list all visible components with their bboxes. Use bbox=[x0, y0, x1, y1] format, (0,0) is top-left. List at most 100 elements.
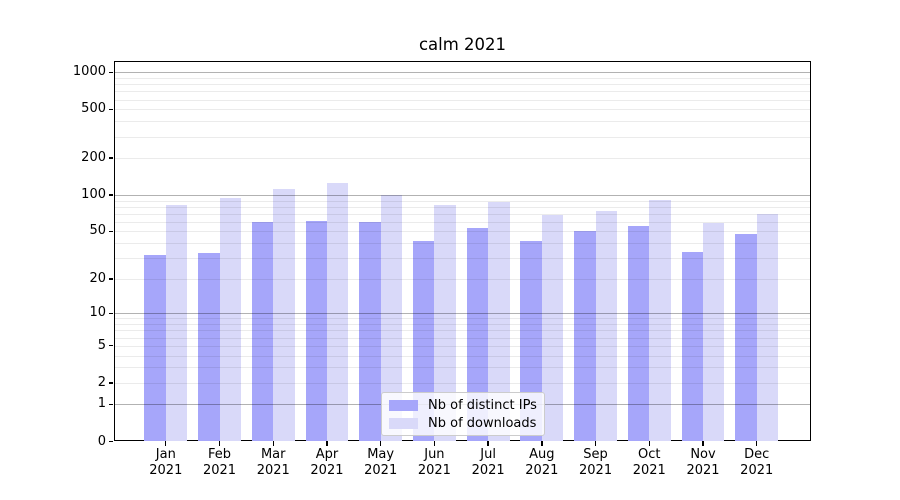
x-tick-mark bbox=[218, 441, 221, 446]
y-tick-label: 0 bbox=[97, 433, 106, 449]
legend: Nb of distinct IPs Nb of downloads bbox=[381, 392, 545, 436]
legend-swatch-distinct-ips-icon bbox=[389, 399, 418, 411]
bar-distinct-ips-jul-2021 bbox=[466, 228, 489, 441]
y-tick-label: 200 bbox=[81, 150, 106, 166]
y-tick-mark bbox=[109, 278, 113, 280]
gridline-minor bbox=[114, 382, 811, 384]
bar-downloads-nov-2021 bbox=[703, 222, 725, 441]
bar-downloads-aug-2021 bbox=[541, 214, 564, 441]
gridline-major bbox=[114, 72, 811, 74]
y-tick-label: 500 bbox=[81, 101, 106, 117]
x-tick-label-oct: Oct 2021 bbox=[632, 447, 666, 478]
y-tick-mark bbox=[109, 157, 113, 159]
gridline-minor bbox=[114, 121, 811, 123]
gridline-minor bbox=[114, 258, 811, 260]
gridline-minor bbox=[114, 99, 811, 101]
x-tick-label-nov: Nov 2021 bbox=[686, 447, 720, 478]
x-tick-label-sep: Sep 2021 bbox=[579, 447, 613, 478]
y-tick-label: 50 bbox=[89, 223, 106, 239]
y-tick-mark bbox=[109, 71, 113, 74]
y-tick-label: 2 bbox=[97, 374, 106, 390]
gridline-minor bbox=[114, 278, 811, 280]
bar-distinct-ips-jan-2021 bbox=[144, 254, 166, 441]
bar-distinct-ips-dec-2021 bbox=[735, 233, 757, 441]
bar-downloads-sep-2021 bbox=[595, 210, 617, 441]
y-tick-mark bbox=[109, 194, 113, 196]
x-tick-mark bbox=[594, 441, 597, 446]
gridline-minor bbox=[114, 78, 811, 80]
bar-downloads-may-2021 bbox=[380, 195, 403, 441]
y-tick-mark bbox=[109, 230, 113, 233]
gridline-minor bbox=[114, 231, 811, 233]
y-tick-mark bbox=[109, 403, 113, 406]
bar-downloads-oct-2021 bbox=[649, 199, 671, 441]
x-tick-mark bbox=[487, 441, 489, 446]
x-tick-label-apr: Apr 2021 bbox=[310, 447, 344, 478]
bar-distinct-ips-feb-2021 bbox=[198, 253, 220, 441]
gridline-minor bbox=[114, 91, 811, 93]
x-tick-mark bbox=[326, 441, 328, 446]
legend-item-downloads: Nb of downloads bbox=[389, 416, 537, 431]
gridline-minor bbox=[114, 213, 811, 215]
y-tick-mark bbox=[109, 312, 113, 315]
x-tick-label-aug: Aug 2021 bbox=[525, 447, 559, 478]
bar-downloads-jun-2021 bbox=[434, 205, 456, 441]
bar-downloads-feb-2021 bbox=[219, 197, 241, 441]
bar-downloads-jan-2021 bbox=[165, 205, 188, 441]
x-tick-mark bbox=[702, 441, 704, 446]
chart-title: calm 2021 bbox=[418, 35, 507, 54]
bar-downloads-mar-2021 bbox=[273, 188, 295, 441]
legend-item-distinct-ips: Nb of distinct IPs bbox=[389, 398, 537, 413]
bar-downloads-jul-2021 bbox=[488, 201, 510, 441]
x-tick-label-mar: Mar 2021 bbox=[256, 447, 290, 478]
gridline-minor bbox=[114, 318, 811, 320]
x-tick-label-dec: Dec 2021 bbox=[740, 447, 774, 478]
gridline-minor bbox=[114, 345, 811, 347]
x-tick-label-may: May 2021 bbox=[364, 447, 398, 478]
bar-distinct-ips-may-2021 bbox=[359, 221, 381, 441]
y-tick-mark bbox=[109, 382, 113, 384]
gridline-minor bbox=[114, 243, 811, 245]
gridline-minor bbox=[114, 158, 811, 160]
x-tick-mark bbox=[756, 441, 758, 446]
legend-label-downloads: Nb of downloads bbox=[428, 415, 537, 431]
x-tick-label-jun: Jun 2021 bbox=[417, 447, 451, 478]
y-tick-mark bbox=[109, 108, 113, 111]
gridline-minor bbox=[114, 200, 811, 202]
gridline-minor bbox=[114, 367, 811, 369]
x-tick-mark bbox=[165, 441, 167, 446]
y-tick-label: 100 bbox=[81, 186, 106, 202]
x-tick-label-jul: Jul 2021 bbox=[471, 447, 505, 478]
y-tick-label: 5 bbox=[97, 337, 106, 353]
gridline-minor bbox=[114, 206, 811, 208]
legend-label-distinct-ips: Nb of distinct IPs bbox=[428, 397, 537, 413]
gridline-minor bbox=[114, 330, 811, 332]
x-tick-mark bbox=[541, 441, 543, 446]
gridline-major bbox=[114, 313, 811, 315]
legend-swatch-downloads-icon bbox=[389, 417, 418, 429]
x-tick-label-feb: Feb 2021 bbox=[202, 447, 237, 478]
bar-distinct-ips-oct-2021 bbox=[627, 225, 650, 441]
bar-distinct-ips-aug-2021 bbox=[520, 240, 542, 441]
bar-downloads-dec-2021 bbox=[756, 213, 779, 441]
bar-distinct-ips-apr-2021 bbox=[305, 221, 327, 441]
gridline-minor bbox=[114, 337, 811, 339]
bar-distinct-ips-jun-2021 bbox=[413, 240, 435, 441]
y-tick-mark bbox=[109, 345, 113, 347]
gridline-minor bbox=[114, 109, 811, 111]
gridline-minor bbox=[114, 324, 811, 326]
y-tick-mark bbox=[109, 440, 113, 443]
x-tick-mark bbox=[433, 441, 436, 446]
gridline-major bbox=[114, 194, 811, 196]
bar-distinct-ips-mar-2021 bbox=[251, 221, 274, 441]
gridline-minor bbox=[114, 221, 811, 223]
gridline-minor bbox=[114, 84, 811, 86]
x-tick-mark bbox=[648, 441, 650, 446]
x-tick-mark bbox=[379, 441, 382, 446]
y-tick-label: 20 bbox=[89, 270, 106, 286]
bar-distinct-ips-nov-2021 bbox=[681, 251, 703, 441]
x-tick-mark bbox=[272, 441, 274, 446]
y-tick-label: 1 bbox=[97, 396, 106, 412]
x-tick-label-jan: Jan 2021 bbox=[149, 447, 183, 478]
